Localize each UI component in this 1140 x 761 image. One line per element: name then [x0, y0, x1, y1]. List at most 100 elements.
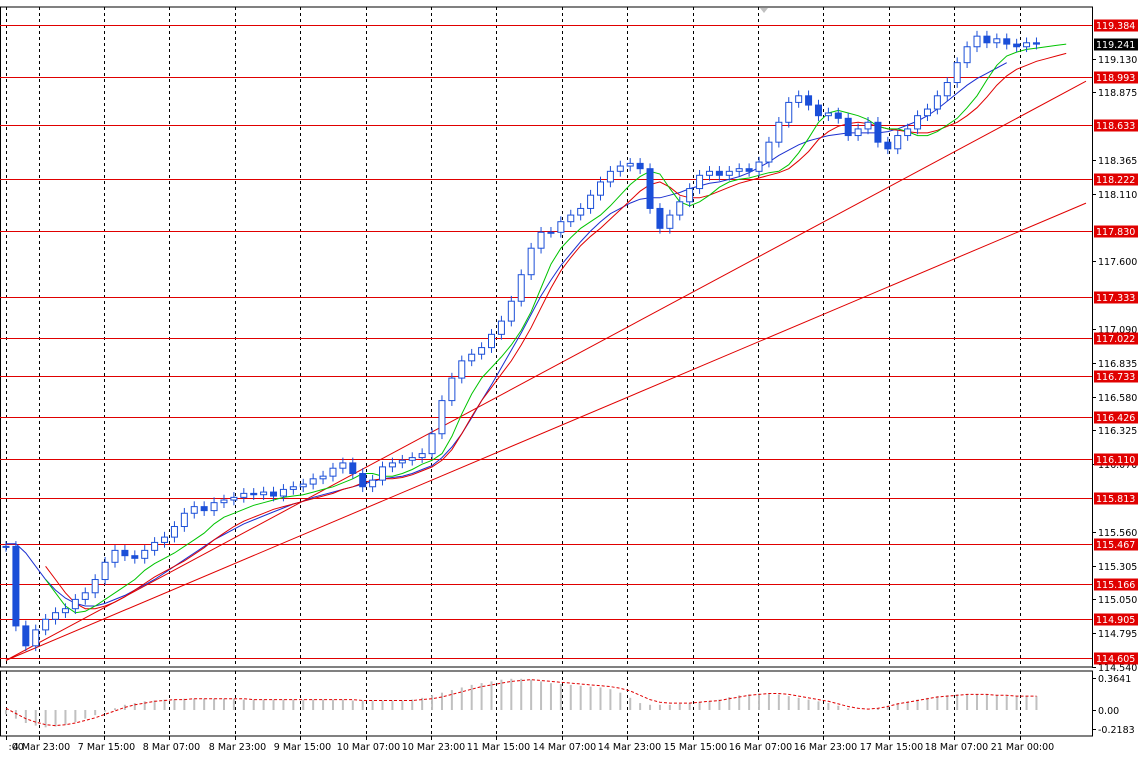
price-tick-label: 118.365: [1098, 156, 1137, 167]
price-tick-label: 118.875: [1098, 88, 1137, 99]
candle-body: [725, 170, 733, 176]
candle-body: [676, 201, 684, 216]
candle-body: [606, 170, 614, 183]
level-label: 115.166: [1096, 580, 1135, 591]
ma-fast-line: [45, 43, 1067, 614]
candle-body: [616, 165, 624, 172]
time-tick-label: 10 Mar 07:00: [337, 742, 400, 753]
level-label-box: [1094, 538, 1138, 551]
candle-body: [933, 95, 941, 110]
candle-body: [805, 95, 813, 106]
time-tick-label: 9 Mar 15:00: [274, 742, 331, 753]
candle-body: [983, 35, 991, 44]
candle-body: [904, 128, 912, 137]
candle-body: [319, 475, 327, 480]
candle-body: [914, 115, 922, 130]
time-tick-label: 4 Mar 23:00: [13, 742, 70, 753]
candle-body: [71, 598, 79, 610]
candle-body: [775, 121, 783, 143]
candle-body: [220, 499, 228, 504]
current-price-box: [1094, 38, 1138, 51]
price-tick-label: 118.110: [1098, 190, 1137, 201]
level-label: 118.993: [1096, 73, 1135, 84]
candle-body: [854, 128, 862, 137]
candle-body: [993, 38, 1001, 44]
time-tick-label: 7 Mar 15:00: [78, 742, 135, 753]
candle-body: [468, 353, 476, 362]
time-tick-label: 8 Mar 23:00: [209, 742, 266, 753]
level-label-box: [1094, 578, 1138, 591]
candle-body: [418, 453, 426, 459]
level-label-box: [1094, 411, 1138, 424]
time-tick-label: 8 Mar 07:00: [143, 742, 200, 753]
level-label-box: [1094, 291, 1138, 304]
candle-body: [61, 608, 69, 614]
candle-body: [705, 170, 713, 176]
candle-body: [210, 502, 218, 512]
level-label-box: [1094, 370, 1138, 383]
candle-body: [408, 457, 416, 461]
candle-body: [42, 618, 50, 631]
time-tick-label: 10 Mar 23:00: [402, 742, 465, 753]
candle-body: [91, 579, 99, 594]
price-tick-label: 114.540: [1098, 663, 1137, 674]
candle-body: [646, 168, 654, 209]
price-tick-label: 115.305: [1098, 562, 1137, 573]
candle-body: [428, 433, 436, 455]
candle-body: [131, 555, 139, 559]
price-tick-label: 114.795: [1098, 629, 1137, 640]
price-tick-label: 115.560: [1098, 528, 1137, 539]
price-tick-label: 116.835: [1098, 359, 1137, 370]
candle-body: [795, 95, 803, 103]
candle-body: [359, 473, 367, 488]
candle-body: [170, 526, 178, 538]
candle-body: [923, 108, 931, 117]
candle-body: [745, 168, 753, 172]
candle-body: [884, 141, 892, 150]
candle-body: [309, 478, 317, 485]
candle-body: [735, 168, 743, 172]
candle-body: [527, 247, 535, 276]
candle-body: [824, 112, 832, 117]
candle-body: [339, 462, 347, 469]
level-label: 117.022: [1096, 334, 1135, 345]
current-price-label: 119.241: [1096, 40, 1135, 51]
level-label: 116.733: [1096, 372, 1135, 383]
chart-shift-marker[interactable]: [760, 8, 768, 13]
price-tick-label: 115.050: [1098, 595, 1137, 606]
candle-body: [240, 492, 248, 498]
candle-body: [626, 162, 634, 167]
candle-body: [151, 541, 159, 551]
level-label-box: [1094, 173, 1138, 186]
level-label: 118.633: [1096, 121, 1135, 132]
candle-body: [963, 46, 971, 64]
time-tick-label: 16 Mar 07:00: [729, 742, 792, 753]
candle-body: [12, 545, 20, 627]
candle-body: [349, 462, 357, 475]
candle-body: [488, 333, 496, 349]
candle-body: [943, 82, 951, 97]
candle-body: [1003, 38, 1011, 45]
trendline: [5, 202, 1087, 661]
candle-body: [250, 492, 258, 496]
candle-body: [864, 121, 872, 130]
candle-body: [111, 549, 119, 563]
level-label-box: [1094, 332, 1138, 345]
candle-body: [388, 462, 396, 468]
candle-body: [448, 377, 456, 402]
price-tick-label: 116.325: [1098, 426, 1137, 437]
level-label: 116.110: [1096, 455, 1135, 466]
level-label-box: [1094, 19, 1138, 32]
level-label: 115.813: [1096, 494, 1135, 505]
candle-body: [299, 483, 307, 488]
candle-body: [537, 231, 545, 249]
time-tick-label: 14 Mar 23:00: [598, 742, 661, 753]
level-label-box: [1094, 492, 1138, 505]
level-label: 114.605: [1096, 654, 1135, 665]
candle-body: [161, 536, 169, 543]
price-tick-label: 117.090: [1098, 325, 1137, 336]
candle-body: [32, 629, 40, 647]
candle-body: [190, 506, 198, 514]
